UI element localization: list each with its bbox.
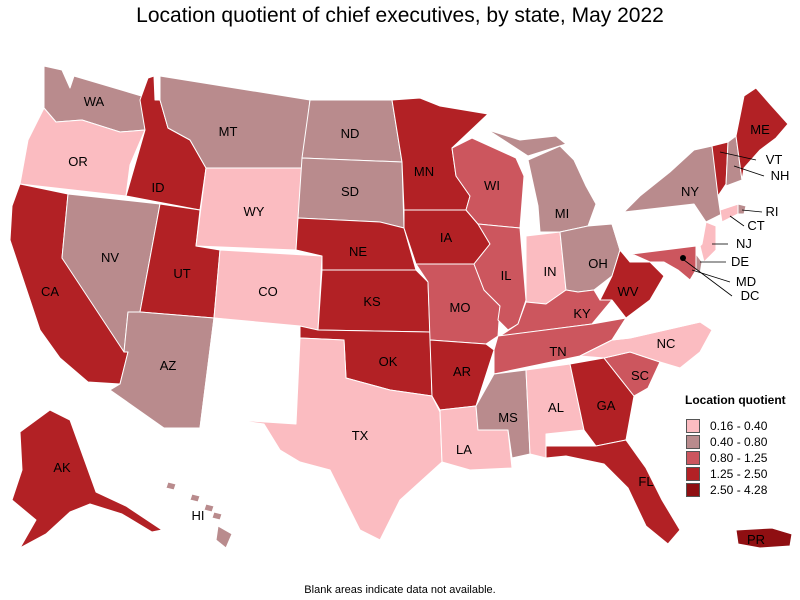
legend-item: 0.16 - 0.40 xyxy=(686,418,767,433)
footnote: Blank areas indicate data not available. xyxy=(304,584,496,596)
label-IL: IL xyxy=(501,268,512,283)
state-ME xyxy=(735,87,789,181)
label-NE: NE xyxy=(349,244,367,259)
legend-label: 2.50 - 4.28 xyxy=(710,482,768,497)
label-LA: LA xyxy=(456,442,472,457)
state-MI xyxy=(487,129,597,233)
label-ID: ID xyxy=(152,180,165,195)
state-HI xyxy=(165,481,233,549)
legend-swatch xyxy=(686,466,700,481)
label-IN: IN xyxy=(544,264,557,279)
label-NH: NH xyxy=(771,168,790,183)
label-PR: PR xyxy=(747,532,765,547)
label-MD: MD xyxy=(736,274,756,289)
label-GA: GA xyxy=(597,398,616,413)
leader-lines xyxy=(683,151,765,297)
legend-swatch xyxy=(686,450,700,465)
legend-swatch xyxy=(686,418,700,433)
label-DE: DE xyxy=(731,254,749,269)
state-WV xyxy=(599,249,665,319)
state-MD xyxy=(631,245,697,281)
legend-item: 0.80 - 1.25 xyxy=(686,450,767,465)
state-MA xyxy=(717,187,761,211)
label-KS: KS xyxy=(363,294,381,309)
label-AZ: AZ xyxy=(160,358,177,373)
legend-label: 0.40 - 0.80 xyxy=(710,434,768,449)
label-DC: DC xyxy=(741,288,760,303)
label-MO: MO xyxy=(450,300,471,315)
label-RI: RI xyxy=(766,204,779,219)
label-KY: KY xyxy=(573,306,591,321)
state-AK xyxy=(11,409,163,549)
label-FL: FL xyxy=(638,474,653,489)
label-MS: MS xyxy=(498,410,518,425)
state-PR xyxy=(735,527,793,549)
map-title: Location quotient of chief executives, b… xyxy=(136,4,664,27)
state-FL xyxy=(545,439,681,545)
label-CT: CT xyxy=(747,218,764,233)
legend-label: 0.16 - 0.40 xyxy=(710,418,768,433)
label-WV: WV xyxy=(618,284,639,299)
legend-swatch xyxy=(686,434,700,449)
label-ND: ND xyxy=(341,126,360,141)
legend-label: 1.25 - 2.50 xyxy=(710,466,768,481)
legend-item: 0.40 - 0.80 xyxy=(686,434,767,449)
state-RI xyxy=(737,203,747,215)
label-HI: HI xyxy=(192,508,205,523)
legend-item: 2.50 - 4.28 xyxy=(686,482,767,497)
label-MT: MT xyxy=(219,124,238,139)
label-WA: WA xyxy=(84,94,105,109)
legend-item: 1.25 - 2.50 xyxy=(686,466,767,481)
label-SD: SD xyxy=(341,184,359,199)
label-ME: ME xyxy=(750,122,770,137)
legend-label: 0.80 - 1.25 xyxy=(710,450,768,465)
label-VT: VT xyxy=(766,152,783,167)
label-AR: AR xyxy=(453,364,471,379)
legend-swatch xyxy=(686,482,700,497)
label-UT: UT xyxy=(173,266,190,281)
label-NV: NV xyxy=(101,250,119,265)
state-labels: WA OR CA ID NV UT AZ MT WY CO ND SD NE K… xyxy=(41,94,789,547)
label-NJ: NJ xyxy=(736,236,752,251)
legend-title: Location quotient xyxy=(685,393,786,407)
state-TX xyxy=(235,337,443,541)
label-WI: WI xyxy=(484,178,500,193)
label-OH: OH xyxy=(588,256,608,271)
label-WY: WY xyxy=(244,204,265,219)
state-OR xyxy=(19,107,146,197)
label-NC: NC xyxy=(657,336,676,351)
label-MN: MN xyxy=(414,164,434,179)
label-MI: MI xyxy=(555,206,569,221)
label-OK: OK xyxy=(379,354,398,369)
label-TX: TX xyxy=(352,428,369,443)
label-IA: IA xyxy=(440,230,453,245)
label-SC: SC xyxy=(631,368,649,383)
state-IL xyxy=(473,223,527,331)
label-AL: AL xyxy=(548,400,564,415)
label-NY: NY xyxy=(681,184,699,199)
label-CO: CO xyxy=(258,284,278,299)
state-NM xyxy=(199,317,301,429)
label-OR: OR xyxy=(68,154,88,169)
state-DC-marker xyxy=(680,255,686,261)
label-TN: TN xyxy=(549,344,566,359)
label-AK: AK xyxy=(53,460,71,475)
label-CA: CA xyxy=(41,284,59,299)
